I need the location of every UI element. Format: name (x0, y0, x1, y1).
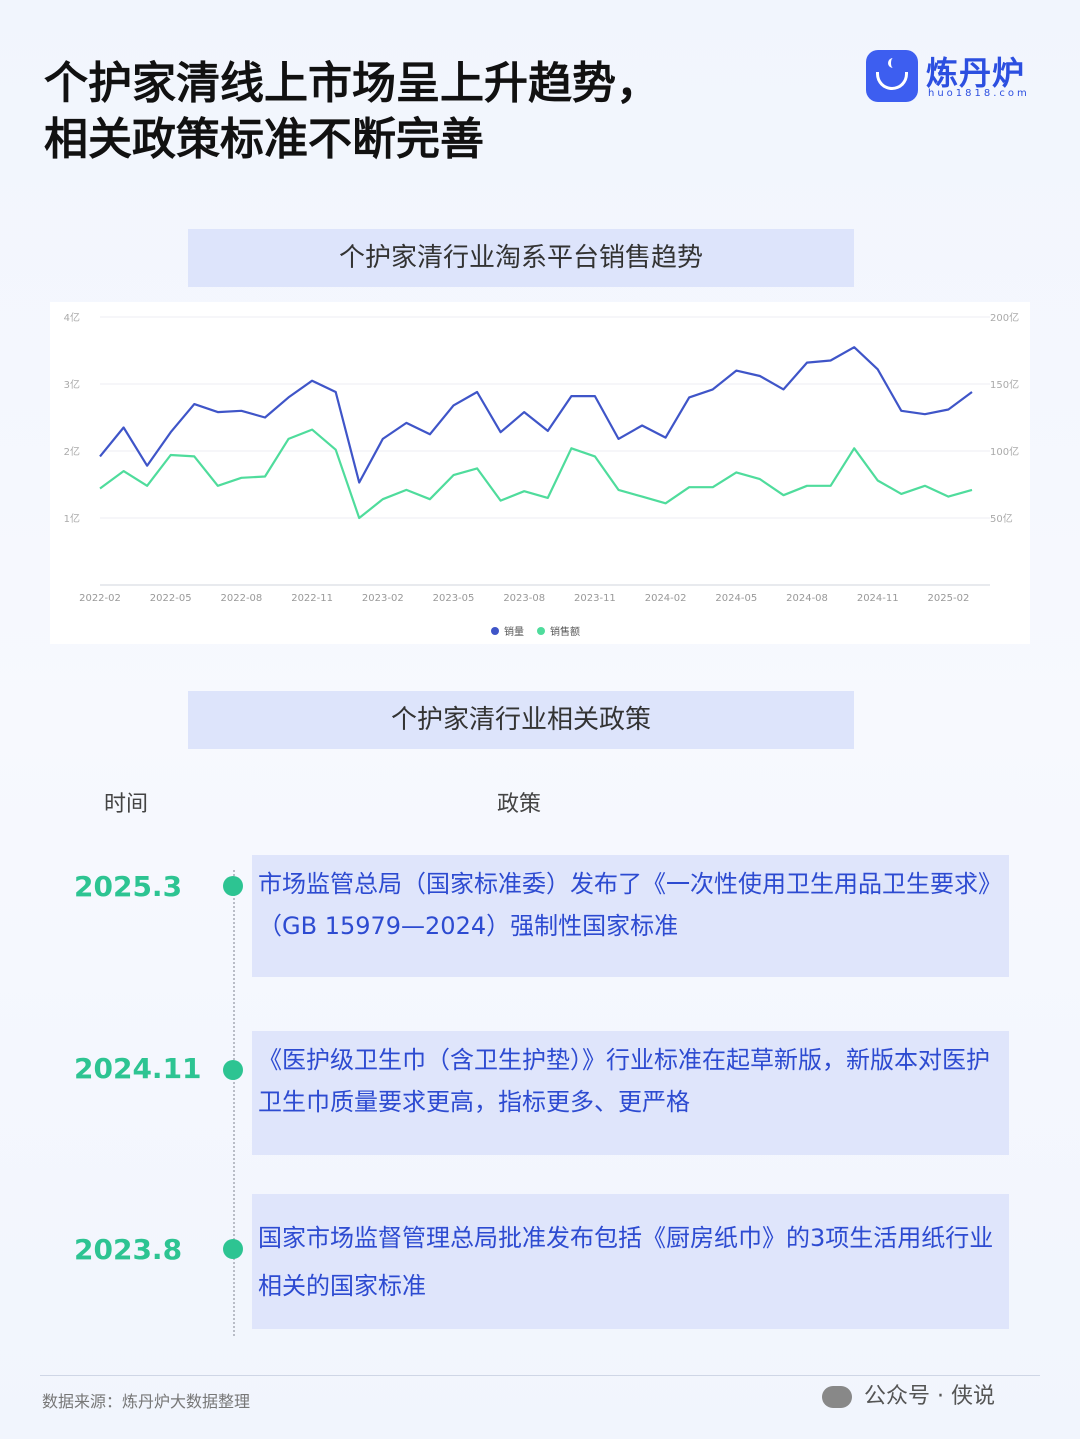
steam-icon (888, 58, 899, 68)
x-tick-label: 2024-05 (715, 593, 757, 604)
y-right-tick-label: 150亿 (990, 378, 1019, 391)
policy-date: 2025.3 (74, 870, 183, 903)
sales-trend-chart: 1亿 2亿 3亿 4亿 50亿 100亿 150亿 200亿 2022-02 2022-05 202… (50, 302, 1030, 644)
brand-logo: 炼丹炉 huo1818.com (866, 50, 1046, 106)
y-left-tick-label: 1亿 (64, 512, 80, 525)
wechat-account-name: 公众号 · 侠说 (864, 1384, 995, 1409)
series-line-销量 (99, 346, 973, 484)
policy-date: 2023.8 (74, 1233, 183, 1266)
y-left-tick-label: 4亿 (64, 311, 80, 324)
title-line-2: 相关政策标准不断完善 (44, 114, 484, 165)
x-tick-label: 2022-08 (221, 593, 263, 604)
logo-url: huo1818.com (928, 88, 1030, 99)
y-right-tick-label: 100亿 (990, 445, 1019, 458)
x-tick-label: 2023-02 (362, 593, 404, 604)
logo-name: 炼丹炉 (926, 54, 1026, 92)
x-tick-label: 2023-05 (433, 593, 475, 604)
x-tick-label: 2022-05 (150, 593, 192, 604)
timeline-dot (223, 876, 243, 896)
policy-section-title: 个护家清行业相关政策 (188, 691, 854, 749)
x-tick-label: 2024-02 (645, 593, 687, 604)
x-tick-label: 2024-08 (786, 593, 828, 604)
cup-icon (876, 72, 908, 90)
footer-divider (40, 1375, 1040, 1376)
policy-card: 《医护级卫生巾（含卫生护垫）》行业标准在起草新版，新版本对医护卫生巾质量要求更高… (252, 1031, 1009, 1155)
legend-label: 销量 (504, 625, 524, 638)
chart-svg: 1亿 2亿 3亿 4亿 50亿 100亿 150亿 200亿 2022-02 2022-05 202… (64, 311, 1019, 638)
chart-section-title: 个护家清行业淘系平台销售趋势 (188, 229, 854, 287)
timeline-dot (223, 1239, 243, 1259)
policy-text: 《医护级卫生巾（含卫生护垫）》行业标准在起草新版，新版本对医护卫生巾质量要求更高… (258, 1046, 990, 1116)
x-tick-label: 2024-11 (857, 593, 899, 604)
y-left-tick-label: 2亿 (64, 445, 80, 458)
policy-text: 国家市场监督管理总局批准发布包括《厨房纸巾》的3项生活用纸行业相关的国家标准 (258, 1224, 994, 1300)
data-source: 数据来源：炼丹炉大数据整理 (42, 1392, 251, 1411)
x-tick-label: 2022-11 (291, 593, 333, 604)
policy-date: 2024.11 (74, 1052, 202, 1085)
col-header-time: 时间 (104, 792, 149, 817)
policy-text: 市场监管总局（国家标准委）发布了《一次性使用卫生用品卫生要求》（GB 15979… (258, 870, 990, 940)
logo-badge-icon (866, 50, 918, 102)
series-line-销售额 (99, 428, 973, 520)
wechat-icon (822, 1386, 852, 1408)
policy-card: 市场监管总局（国家标准委）发布了《一次性使用卫生用品卫生要求》（GB 15979… (252, 855, 1009, 977)
col-header-policy: 政策 (497, 792, 542, 817)
x-tick-label: 2023-11 (574, 593, 616, 604)
timeline-line (233, 870, 235, 1336)
y-left-tick-label: 3亿 (64, 378, 80, 391)
legend-marker (537, 627, 545, 635)
legend-label: 销售额 (550, 625, 580, 638)
x-tick-label: 2025-02 (928, 593, 970, 604)
x-tick-label: 2023-08 (503, 593, 545, 604)
y-right-tick-label: 50亿 (990, 512, 1013, 525)
wechat-account: 公众号 · 侠说 (822, 1378, 995, 1410)
page-title: 个护家清线上市场呈上升趋势， 相关政策标准不断完善 (44, 56, 660, 168)
title-line-1: 个护家清线上市场呈上升趋势， (44, 58, 660, 109)
policy-card: 国家市场监督管理总局批准发布包括《厨房纸巾》的3项生活用纸行业相关的国家标准 (252, 1194, 1009, 1329)
x-tick-label: 2022-02 (79, 593, 121, 604)
timeline-dot (223, 1060, 243, 1080)
y-right-tick-label: 200亿 (990, 311, 1019, 324)
legend-marker (491, 627, 499, 635)
